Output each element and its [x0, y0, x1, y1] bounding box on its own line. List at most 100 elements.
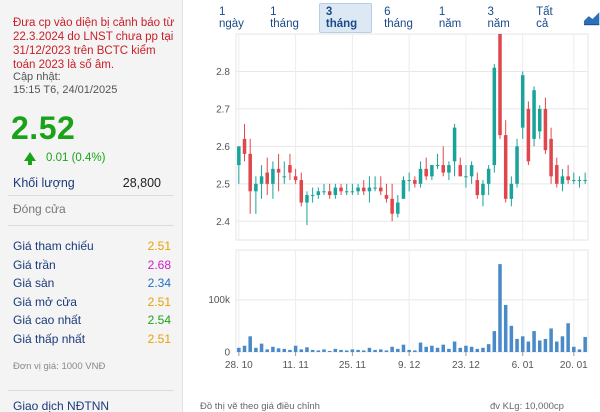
stat-label: Giá tham chiếu — [13, 239, 94, 254]
candle-body — [401, 180, 406, 199]
tab-period[interactable]: 1 năm — [438, 6, 462, 30]
candle-body — [464, 176, 468, 178]
candle-body — [299, 180, 304, 203]
tab-period[interactable]: 3 năm — [487, 6, 510, 30]
foreign-trading-link[interactable]: Giao dịch NĐTNN — [13, 399, 110, 412]
x-tick-label: 9. 12 — [398, 360, 421, 371]
candle-body — [486, 168, 491, 184]
volume-bar — [373, 349, 377, 352]
candle-body — [555, 165, 559, 184]
volume-bar — [543, 338, 548, 352]
stat-row: Giá thấp nhất 2.51 — [13, 330, 171, 349]
candle-body — [384, 195, 389, 199]
stat-value: 2.54 — [147, 313, 171, 328]
volume-value: 28,800 — [122, 176, 161, 190]
candle-body — [475, 180, 480, 196]
up-arrow-icon — [24, 151, 36, 165]
stat-label: Giá sàn — [13, 276, 55, 291]
candle-body — [583, 180, 587, 182]
volume-bar — [424, 346, 428, 352]
volume-tick-label: 0 — [224, 348, 230, 359]
divider — [8, 225, 174, 226]
candle-body — [293, 176, 298, 181]
stat-value: 2.51 — [147, 294, 171, 309]
candle-body — [498, 34, 502, 136]
volume-bar — [390, 346, 394, 352]
area-chart-icon[interactable] — [583, 11, 600, 26]
tab-period[interactable]: Tất cả — [536, 6, 553, 30]
x-tick-label: 23. 12 — [452, 360, 480, 371]
candle-body — [447, 165, 451, 173]
x-tick-label: 20. 01 — [560, 360, 588, 371]
candle-body — [333, 187, 338, 196]
candle-body — [259, 176, 264, 184]
volume-bar — [526, 341, 531, 352]
volume-bar — [560, 336, 565, 352]
volume-bar — [305, 347, 309, 352]
volume-bar — [435, 347, 440, 352]
volume-bar — [379, 349, 383, 352]
updated-label: Cập nhật: — [13, 71, 61, 83]
candle-body — [526, 108, 531, 162]
close-label: Đóng cửa — [13, 202, 66, 216]
candle-body — [452, 127, 457, 162]
volume-bar — [577, 349, 582, 352]
candle-body — [396, 202, 400, 214]
volume-bar — [464, 345, 468, 352]
candle-body — [572, 180, 576, 182]
volume-bar — [237, 347, 241, 352]
price-tick-label: 2.4 — [216, 217, 230, 228]
candle-body — [350, 191, 355, 193]
candle-body — [566, 176, 570, 181]
stat-label: Giá mở cửa — [13, 294, 77, 309]
volume-bar — [333, 348, 338, 352]
candle-body — [305, 195, 309, 203]
tab-period[interactable]: 6 tháng — [384, 6, 413, 30]
volume-bar — [282, 348, 287, 352]
volume-bar — [384, 350, 389, 352]
volume-bar — [418, 342, 423, 352]
volume-bar — [469, 346, 474, 352]
candle-body — [379, 187, 383, 192]
volume-bar — [452, 341, 457, 352]
period-tabs: 1 ngày 1 tháng 3 tháng 6 tháng 1 năm 3 năm Tất… — [213, 3, 600, 33]
volume-bar — [271, 346, 275, 352]
stat-value: 2.34 — [147, 276, 171, 291]
candle-body — [458, 165, 463, 177]
updated-time: 15:15 T6, 24/01/2025 — [13, 84, 118, 96]
stat-label: Giá trần — [13, 257, 56, 272]
candle-body — [288, 165, 292, 173]
volume-tick-label: 100k — [208, 295, 231, 306]
candle-body — [276, 168, 281, 173]
volume-bar — [441, 344, 445, 352]
volume-bar — [475, 348, 480, 352]
price-stats: Giá tham chiếu 2.51 Giá trần 2.68 Giá sàn 2.3… — [13, 237, 171, 348]
volume-bar — [572, 346, 576, 352]
candle-body — [509, 183, 514, 199]
volume-bar — [265, 349, 269, 352]
candle-body — [549, 138, 553, 177]
tab-period[interactable]: 1 tháng — [270, 6, 299, 30]
x-tick-label: 25. 11 — [339, 360, 366, 371]
volume-bar — [583, 336, 587, 352]
candle-body — [339, 187, 343, 192]
candle-body — [407, 180, 411, 182]
volume-unit-note: đv KLg: 10,000cp — [490, 401, 564, 412]
tab-period[interactable]: 3 tháng — [318, 3, 373, 33]
candle-body — [503, 135, 508, 199]
candle-body — [367, 187, 372, 192]
candle-body — [469, 165, 474, 177]
volume-row: Khối lượng 28,800 — [13, 176, 161, 190]
stat-row: Giá sàn 2.34 — [13, 274, 171, 293]
candle-body — [344, 191, 349, 193]
current-price: 2.52 — [11, 110, 76, 146]
candle-body — [254, 183, 258, 192]
volume-label: Khối lượng — [13, 176, 75, 190]
volume-bar — [356, 349, 360, 352]
tab-period[interactable]: 1 ngày — [219, 6, 244, 30]
candle-body — [515, 146, 519, 184]
volume-bar — [367, 347, 372, 352]
candle-body — [577, 180, 582, 182]
candle-body — [282, 176, 287, 178]
volume-bar — [520, 336, 525, 352]
